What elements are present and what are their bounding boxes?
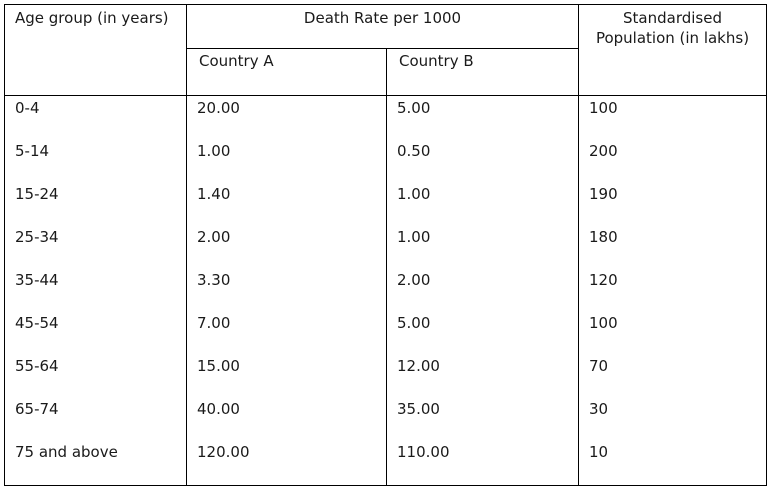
cell-age: 35-44: [4, 270, 187, 313]
cell-country-b: 1.00: [386, 184, 579, 227]
table-row: 65-74 40.00 35.00 30: [4, 399, 767, 442]
cell-population: 200: [578, 141, 767, 184]
cell-country-a: 3.30: [186, 270, 387, 313]
cell-age: 25-34: [4, 227, 187, 270]
death-rate-table: Age group (in years) Death Rate per 1000…: [4, 4, 767, 486]
cell-country-a: 1.00: [186, 141, 387, 184]
cell-country-a: 2.00: [186, 227, 387, 270]
cell-population: 10: [578, 442, 767, 486]
cell-age: 5-14: [4, 141, 187, 184]
cell-age: 15-24: [4, 184, 187, 227]
cell-country-b: 5.00: [386, 313, 579, 356]
cell-country-a: 40.00: [186, 399, 387, 442]
cell-age: 45-54: [4, 313, 187, 356]
cell-population: 100: [578, 95, 767, 141]
cell-country-b: 2.00: [386, 270, 579, 313]
cell-age: 0-4: [4, 95, 187, 141]
cell-country-a: 1.40: [186, 184, 387, 227]
cell-age: 65-74: [4, 399, 187, 442]
cell-country-a: 15.00: [186, 356, 387, 399]
cell-country-b: 5.00: [386, 95, 579, 141]
table-body: 0-4 20.00 5.00 100 5-14 1.00 0.50 200 15…: [4, 95, 767, 486]
cell-country-a: 7.00: [186, 313, 387, 356]
table-row: 55-64 15.00 12.00 70: [4, 356, 767, 399]
cell-age: 55-64: [4, 356, 187, 399]
cell-population: 70: [578, 356, 767, 399]
cell-country-b: 12.00: [386, 356, 579, 399]
table-row: 5-14 1.00 0.50 200: [4, 141, 767, 184]
cell-population: 190: [578, 184, 767, 227]
table-row: 45-54 7.00 5.00 100: [4, 313, 767, 356]
cell-population: 180: [578, 227, 767, 270]
cell-country-b: 35.00: [386, 399, 579, 442]
cell-population: 100: [578, 313, 767, 356]
table-row: 25-34 2.00 1.00 180: [4, 227, 767, 270]
table-row: 35-44 3.30 2.00 120: [4, 270, 767, 313]
header-country-b: Country B: [386, 48, 579, 96]
header-age-group: Age group (in years): [4, 4, 187, 96]
header-country-a: Country A: [186, 48, 387, 96]
cell-country-b: 0.50: [386, 141, 579, 184]
table-row: 0-4 20.00 5.00 100: [4, 95, 767, 141]
header-standardised-population: Standardised Population (in lakhs): [578, 4, 767, 96]
table-row: 75 and above 120.00 110.00 10: [4, 442, 767, 486]
table-header: Age group (in years) Death Rate per 1000…: [4, 4, 767, 96]
header-death-rate: Death Rate per 1000: [186, 4, 579, 49]
cell-country-a: 20.00: [186, 95, 387, 141]
cell-country-a: 120.00: [186, 442, 387, 486]
cell-age: 75 and above: [4, 442, 187, 486]
cell-population: 120: [578, 270, 767, 313]
cell-population: 30: [578, 399, 767, 442]
cell-country-b: 110.00: [386, 442, 579, 486]
table-row: 15-24 1.40 1.00 190: [4, 184, 767, 227]
death-rate-table-frame: Age group (in years) Death Rate per 1000…: [4, 4, 767, 486]
cell-country-b: 1.00: [386, 227, 579, 270]
